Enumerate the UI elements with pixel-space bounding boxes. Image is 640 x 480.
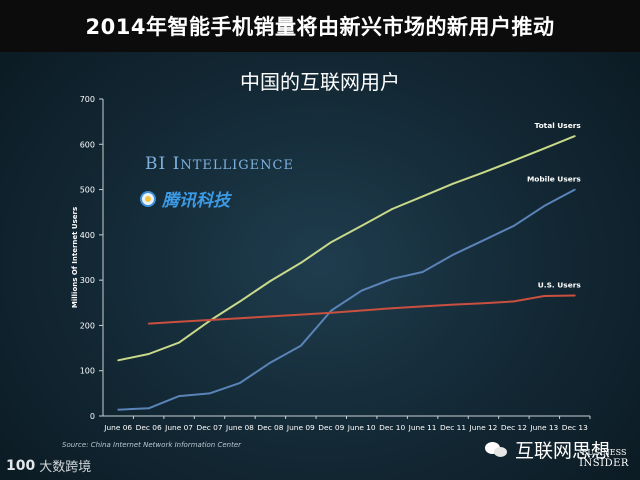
data-point (299, 344, 302, 347)
wechat-account: 互联网思想 (485, 436, 610, 463)
data-point (299, 262, 302, 264)
x-tick-label: Dec 09 (318, 423, 344, 432)
data-point (269, 280, 272, 282)
x-tick-label: June 06 (103, 423, 132, 432)
data-point (330, 241, 333, 244)
y-tick-label: 500 (80, 186, 95, 195)
data-point (482, 171, 485, 174)
data-point (421, 305, 424, 308)
chart-title: 中国的互联网用户 (240, 70, 400, 94)
y-tick-label: 400 (80, 231, 95, 240)
data-point (513, 300, 515, 303)
x-tick-label: June 11 (408, 423, 437, 432)
x-tick-label: Dec 12 (501, 423, 527, 432)
data-point (360, 289, 363, 292)
page-title: 2014年智能手机销量将由新兴市场的新用户推动 (0, 0, 640, 52)
dashu-text: 大数跨境 (39, 460, 92, 475)
data-point (178, 320, 181, 323)
dashu-logo: 100 大数跨境 (6, 456, 92, 476)
data-point (178, 341, 181, 344)
x-tick-label: June 08 (225, 423, 254, 432)
data-point (360, 309, 363, 312)
y-tick-label: 700 (80, 95, 95, 104)
x-tick-label: June 10 (347, 423, 376, 432)
data-point (573, 294, 576, 297)
data-point (239, 300, 241, 303)
wechat-account-name: 互联网思想 (515, 440, 611, 462)
x-tick-label: Dec 07 (197, 423, 223, 432)
data-point (452, 253, 454, 256)
x-tick-label: June 09 (286, 423, 315, 432)
data-point (330, 309, 333, 312)
data-point (543, 205, 546, 207)
data-point (573, 135, 576, 138)
data-point (178, 395, 181, 397)
x-tick-label: June 12 (469, 423, 498, 432)
data-point (391, 307, 394, 310)
data-point (513, 224, 515, 227)
data-point (391, 208, 394, 210)
y-tick-label: 100 (80, 367, 95, 376)
data-point (360, 224, 363, 227)
series-line (148, 294, 575, 325)
tencent-icon (140, 190, 156, 207)
data-point (513, 159, 515, 162)
x-tick-label: Dec 11 (440, 423, 466, 432)
data-point (239, 382, 241, 384)
data-point (269, 361, 272, 364)
business-insider-logo: BUSINESS INSIDER (579, 448, 629, 469)
data-point (117, 359, 120, 362)
data-point (147, 322, 150, 325)
data-point (239, 317, 241, 320)
x-tick-label: Dec 08 (257, 423, 283, 432)
y-tick-label: 600 (80, 140, 95, 149)
bi-intelligence-logo: BI INTELLIGENCE (145, 154, 294, 174)
data-point (208, 319, 211, 321)
data-point (269, 315, 272, 318)
tencent-label: 腾讯科技 (162, 191, 230, 211)
data-point (147, 407, 150, 410)
data-point (147, 353, 150, 355)
wechat-icon (485, 441, 509, 459)
y-tick-label: 0 (90, 412, 95, 421)
x-tick-label: June 07 (164, 423, 193, 432)
series-line (118, 188, 576, 411)
dashu-mark: 100 (6, 457, 36, 474)
series-label: Mobile Users (527, 175, 581, 184)
data-point (482, 239, 485, 242)
series-line (117, 135, 576, 362)
tencent-tech-logo: 腾讯科技 (140, 186, 230, 211)
data-point (421, 271, 424, 273)
data-point (421, 195, 424, 198)
y-tick-label: 200 (80, 321, 95, 330)
data-point (208, 392, 211, 395)
data-point (391, 277, 394, 280)
series-label: Total Users (535, 121, 582, 130)
x-tick-label: Dec 13 (562, 423, 588, 432)
data-point (452, 303, 454, 306)
x-tick-label: Dec 06 (136, 423, 162, 432)
data-point (452, 182, 454, 185)
x-tick-label: Dec 10 (379, 423, 405, 432)
data-point (299, 313, 302, 316)
data-point (117, 408, 120, 411)
x-tick-label: June 13 (529, 423, 558, 432)
source-note: Source: China Internet Network Informati… (62, 441, 242, 449)
data-point (543, 147, 546, 150)
y-axis-label: Millions Of Internet Users (71, 207, 79, 308)
y-tick-label: 300 (80, 276, 95, 285)
data-point (573, 188, 576, 191)
data-point (543, 295, 546, 297)
series-label: U.S. Users (538, 281, 582, 290)
data-point (482, 302, 485, 305)
data-point (330, 311, 333, 314)
